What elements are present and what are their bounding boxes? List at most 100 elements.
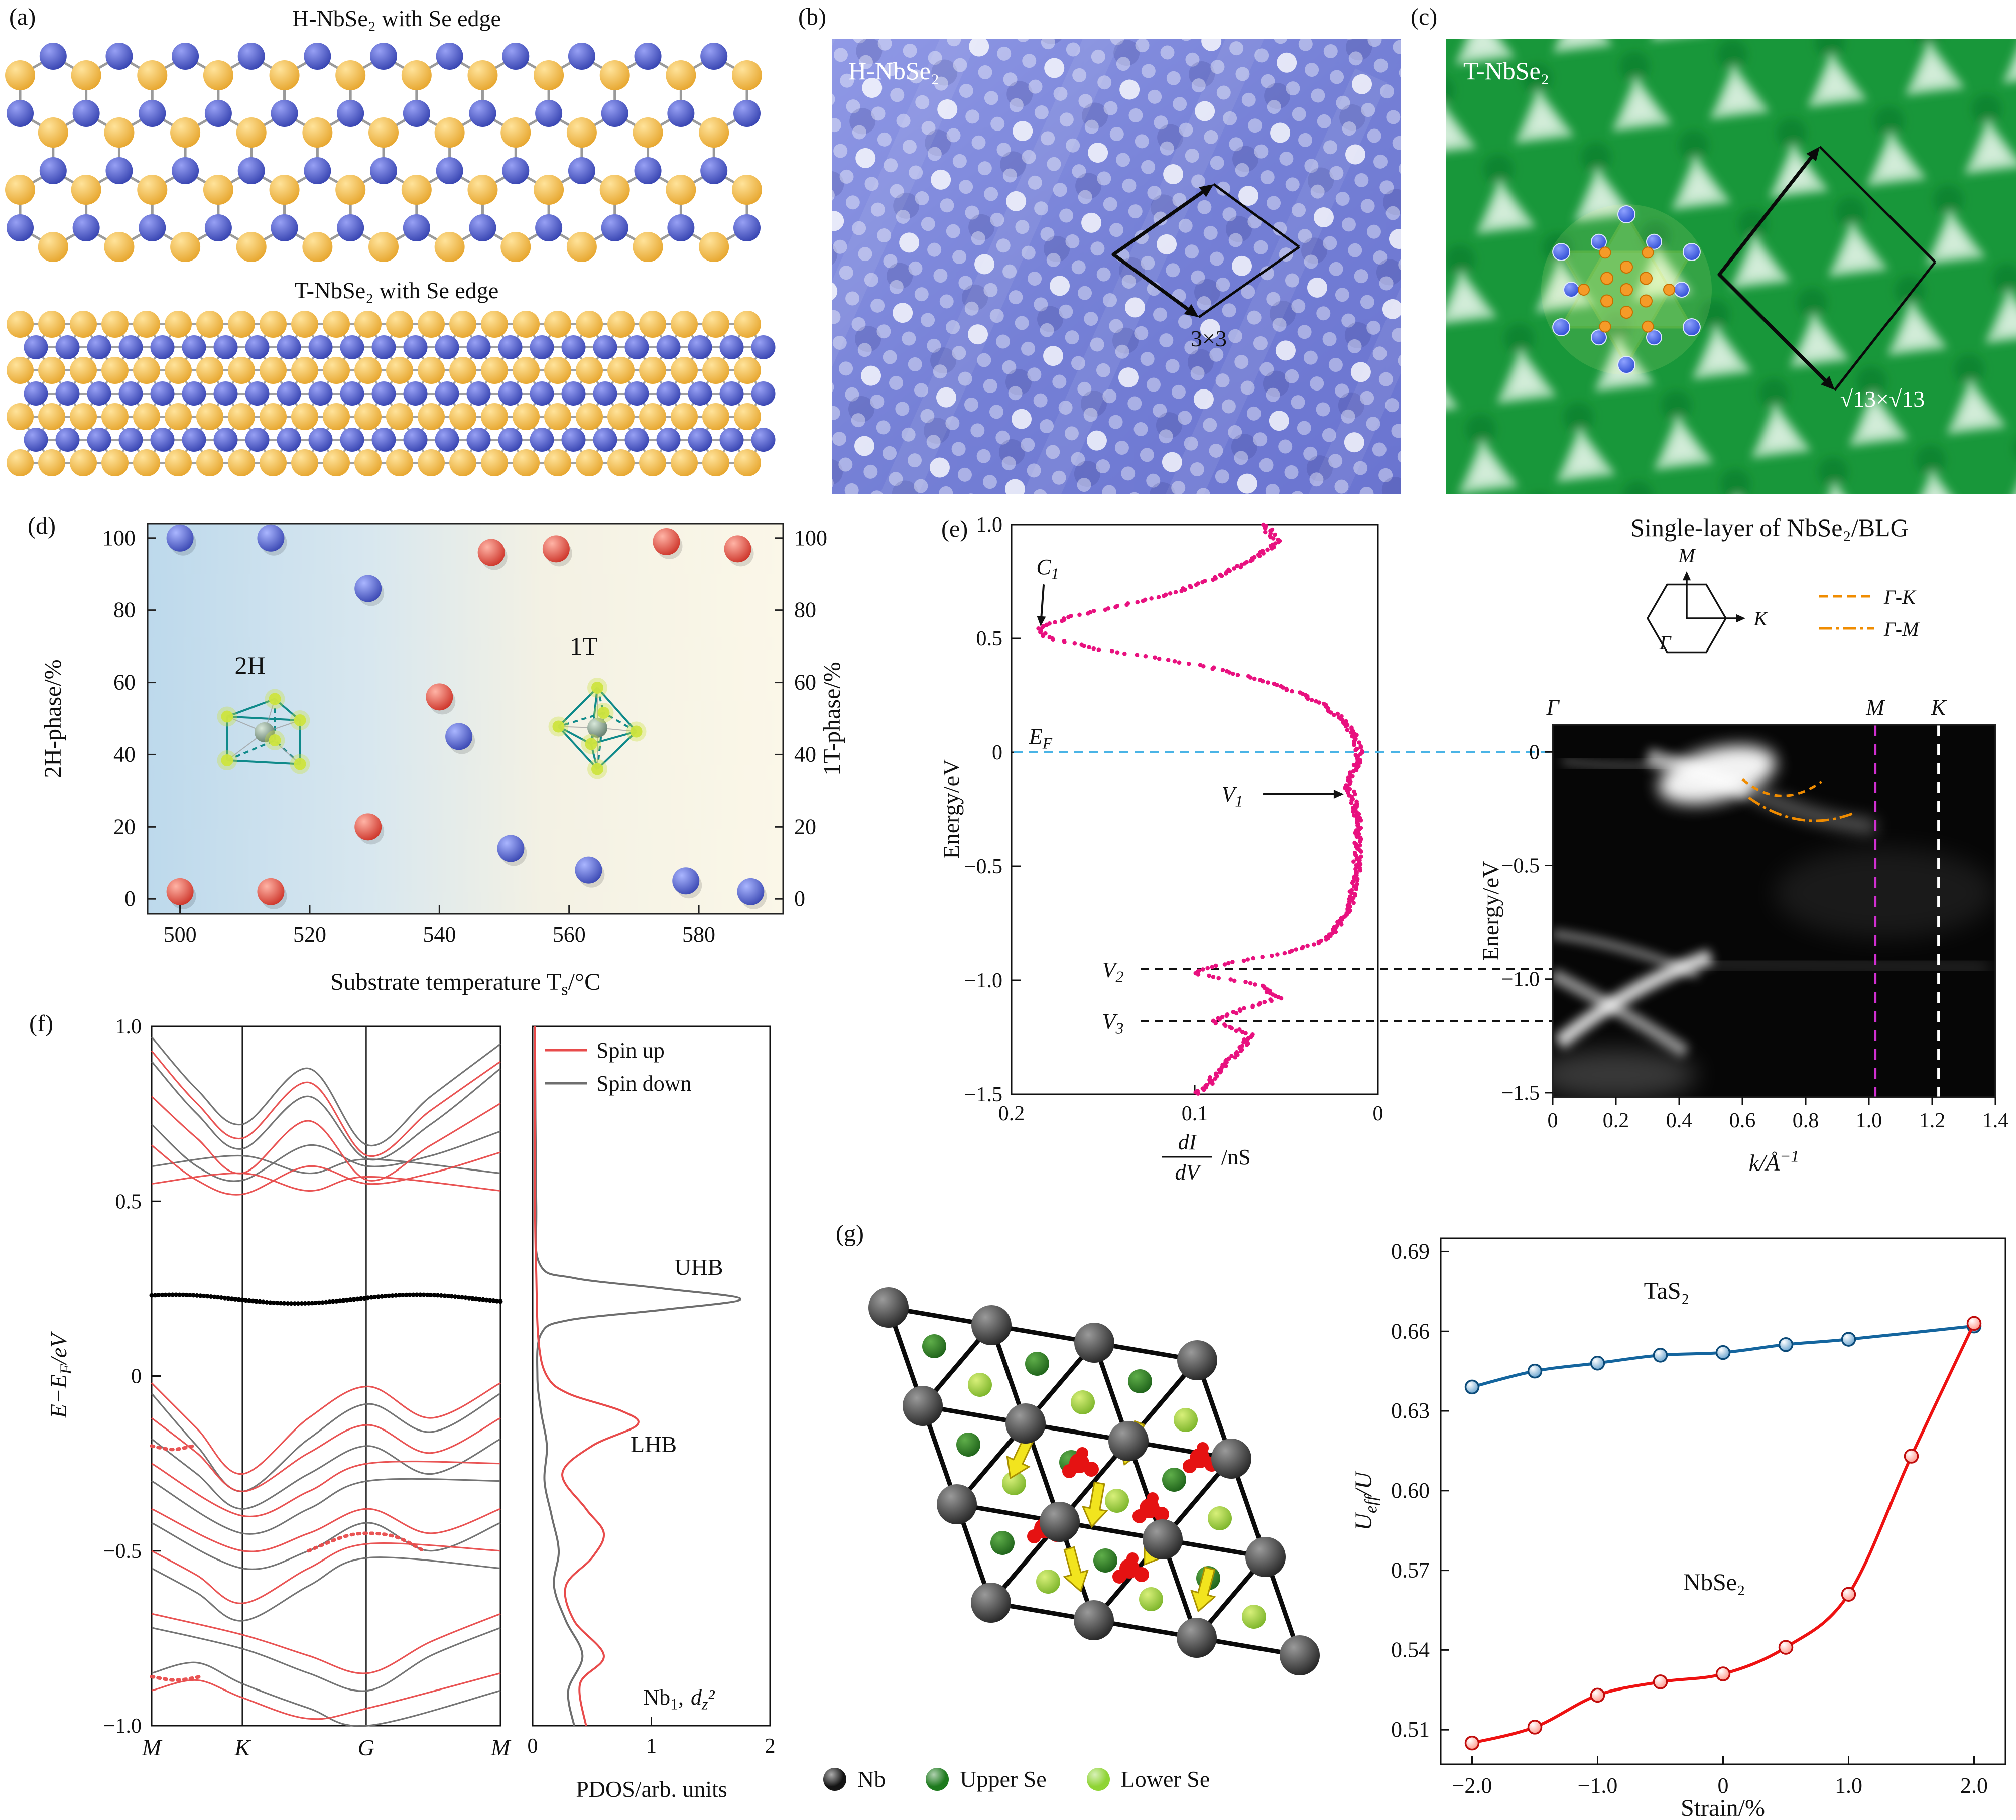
- svg-text:0: 0: [1718, 1773, 1729, 1798]
- flat-band: [149, 1292, 503, 1306]
- svg-text:Ueff/U: Ueff/U: [1350, 1470, 1381, 1531]
- svg-text:−1.0: −1.0: [1578, 1773, 1618, 1798]
- svg-text:−1.0: −1.0: [1501, 968, 1540, 991]
- svg-text:0: 0: [794, 886, 805, 911]
- svg-text:0.60: 0.60: [1391, 1478, 1430, 1503]
- svg-text:500: 500: [164, 922, 197, 947]
- svg-text:2: 2: [765, 1735, 776, 1758]
- svg-text:80: 80: [113, 598, 136, 622]
- svg-text:−1.5: −1.5: [964, 1083, 1002, 1106]
- svg-text:Γ: Γ: [1659, 631, 1672, 654]
- panel-e: (e) 1.0 0.5 0 −0.5 −1.0 −1.5 0.2 0.1 0 Energy/eV d…: [936, 512, 2016, 1195]
- svg-text:M: M: [142, 1735, 163, 1760]
- nb-sphere-icon: [823, 1767, 846, 1791]
- stm-image-h-nbse2: [832, 39, 1401, 494]
- svg-text:Energy/eV: Energy/eV: [938, 759, 964, 859]
- panel-a-title-h: H-NbSe₂ with Se edge: [292, 6, 501, 31]
- svg-text:−1.0: −1.0: [103, 1715, 142, 1738]
- svg-text:dz²: dz²: [691, 1685, 715, 1713]
- svg-text:PDOS/arb. units: PDOS/arb. units: [576, 1776, 727, 1802]
- svg-text:0: 0: [1548, 1109, 1558, 1132]
- svg-text:0.6: 0.6: [1729, 1109, 1756, 1132]
- svg-text:M: M: [1678, 544, 1696, 567]
- svg-text:0.1: 0.1: [1182, 1102, 1208, 1125]
- svg-text:60: 60: [794, 670, 816, 695]
- unit-cell-label-3x3: 3×3: [1191, 326, 1227, 351]
- svg-text:0: 0: [124, 886, 136, 911]
- legend-item-lower-se: Lower Se: [1086, 1766, 1210, 1792]
- svg-text:LHB: LHB: [631, 1432, 677, 1457]
- panel-a-title-t: T-NbSe₂ with Se edge: [294, 278, 499, 303]
- svg-text:540: 540: [423, 922, 456, 947]
- svg-text:0.57: 0.57: [1391, 1558, 1430, 1583]
- svg-text:580: 580: [682, 922, 715, 947]
- svg-text:0.51: 0.51: [1391, 1717, 1430, 1742]
- svg-text:20: 20: [794, 814, 816, 839]
- legend-label-nb: Nb: [857, 1766, 886, 1792]
- arpes-intensity: [1553, 725, 1995, 1097]
- svg-text:100: 100: [102, 526, 136, 550]
- unit-cell-rhombus-3x3: [1111, 183, 1300, 319]
- svg-text:Nb1,: Nb1,: [643, 1685, 684, 1713]
- svg-text:EF: EF: [1029, 724, 1053, 752]
- svg-text:0: 0: [528, 1735, 538, 1758]
- star-of-david-cluster: [1541, 204, 1712, 375]
- svg-text:0: 0: [131, 1365, 142, 1388]
- svg-text:0.66: 0.66: [1391, 1319, 1430, 1343]
- structure-legend: Nb Upper Se Lower Se: [823, 1766, 1210, 1792]
- se-atoms: [922, 1334, 1266, 1629]
- svg-text:2H-phase/%: 2H-phase/%: [40, 659, 66, 778]
- panel-d: (d) 500 520 540 560 580 0 0 20 20 40 40 60 60 80 80 100…: [13, 512, 848, 1014]
- svg-text:60: 60: [113, 670, 136, 695]
- panel-e-label: (e): [941, 515, 968, 542]
- svg-text:2.0: 2.0: [1960, 1773, 1988, 1798]
- svg-text:M: M: [1865, 695, 1885, 720]
- svg-text:1.0: 1.0: [115, 1015, 142, 1038]
- svg-text:1T-phase/%: 1T-phase/%: [819, 662, 845, 776]
- unit-cell-rhombus-sqrt13: [1717, 146, 1936, 391]
- svg-text:0.5: 0.5: [115, 1190, 142, 1213]
- svg-text:1.4: 1.4: [1982, 1109, 2009, 1132]
- svg-text:0.2: 0.2: [1603, 1109, 1629, 1132]
- stm-tag-t-nbse2: T-NbSe₂: [1463, 57, 1550, 85]
- panel-c: (c) T-NbSe₂ √13×√13: [1411, 0, 2016, 507]
- panel-f: (f) 1.0 0.5 0 −0.5 −1.0 M K G M E−EF/eV Spin up Spi…: [20, 1004, 808, 1820]
- panel-g-structure: (g) Nb Upper Se Lower Se: [808, 1200, 1345, 1820]
- svg-text:−0.5: −0.5: [103, 1540, 142, 1563]
- svg-text:1.0: 1.0: [1856, 1109, 1882, 1132]
- svg-text:0.63: 0.63: [1391, 1398, 1430, 1423]
- panel-f-label: (f): [29, 1010, 53, 1037]
- svg-text:520: 520: [293, 922, 326, 947]
- svg-text:Spin down: Spin down: [596, 1071, 691, 1096]
- svg-text:−1.5: −1.5: [1501, 1082, 1540, 1105]
- svg-text:0: 0: [1373, 1102, 1383, 1125]
- panel-b: (b) H-NbSe₂ 3×3: [798, 0, 1407, 507]
- svg-text:K: K: [234, 1735, 251, 1760]
- svg-text:NbSe₂: NbSe₂: [1683, 1569, 1745, 1596]
- svg-text:560: 560: [553, 922, 586, 947]
- legend-label-lower-se: Lower Se: [1120, 1766, 1210, 1792]
- panel-c-label: (c): [1411, 4, 1438, 30]
- 2H-phase-points: [166, 524, 767, 909]
- svg-text:Γ: Γ: [1546, 695, 1560, 720]
- svg-text:−1.0: −1.0: [964, 969, 1002, 992]
- svg-text:0.4: 0.4: [1666, 1109, 1693, 1132]
- svg-text:2H: 2H: [234, 651, 265, 679]
- svg-text:V3: V3: [1102, 1009, 1124, 1037]
- brillouin-zone-inset: M K Γ: [1646, 544, 1769, 654]
- panel-b-label: (b): [798, 4, 826, 30]
- svg-text:1.0: 1.0: [976, 513, 1003, 537]
- spin-down-bands: [151, 1036, 501, 1727]
- didv-curve: [1036, 522, 1364, 1096]
- svg-text:1.0: 1.0: [1835, 1773, 1862, 1798]
- svg-text:0.2: 0.2: [998, 1102, 1025, 1125]
- ueff-strain-chart: −2.0 −1.0 0 1.0 2.0 0.51 0.54 0.57 0.60 0.63 0.66 0…: [1350, 1237, 2006, 1820]
- panel-a-label: (a): [9, 4, 36, 30]
- magnetic-structure-drawing: [868, 1287, 1320, 1675]
- legend-label-upper-se: Upper Se: [960, 1766, 1047, 1792]
- stm-image-t-nbse2: [1446, 39, 2016, 494]
- 1T-phase-points: [166, 528, 754, 909]
- panel-g-label: (g): [836, 1220, 864, 1247]
- svg-text:G: G: [358, 1735, 374, 1760]
